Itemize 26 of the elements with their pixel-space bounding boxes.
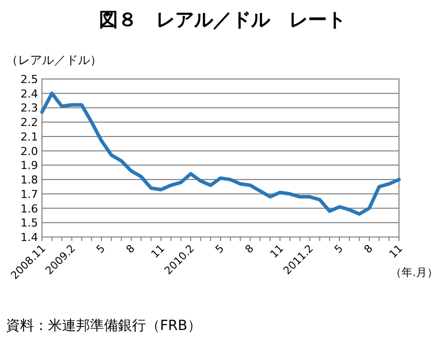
y-tick-label: 2.0 — [20, 144, 38, 158]
y-tick-label: 1.8 — [20, 174, 38, 187]
y-tick-label: 2.4 — [20, 87, 38, 100]
y-axis-title: （レアル／ドル） — [6, 53, 102, 67]
x-tick-label: 5 — [94, 242, 108, 256]
x-tick-label: 11 — [149, 242, 168, 261]
x-tick-label: 5 — [213, 242, 227, 256]
y-tick-label: 1.4 — [20, 231, 38, 244]
y-tick-label: 1.7 — [20, 188, 38, 201]
x-tick-label: 8 — [124, 242, 138, 256]
y-tick-label: 1.9 — [20, 159, 38, 172]
y-tick-label: 2.5 — [20, 73, 38, 86]
x-tick-label: 8 — [362, 242, 376, 256]
line-series — [40, 92, 401, 216]
y-tick-label: 2.2 — [20, 116, 38, 130]
y-tick-label: 1.6 — [20, 202, 38, 216]
x-tick-label: 5 — [332, 242, 346, 256]
y-tick-label: 1.5 — [20, 216, 38, 230]
y-tick-label: 2.1 — [20, 130, 38, 144]
chart-title: 図８ レアル／ドル レート — [99, 9, 346, 31]
x-axis-title: （年.月） — [390, 266, 438, 279]
x-tick-label: 11 — [387, 242, 406, 261]
x-tick-label: 11 — [268, 242, 286, 261]
x-tick-label: 8 — [243, 242, 256, 256]
y-tick-label: 2.3 — [20, 102, 38, 115]
text: 資料：米連邦準備銀行（FRB） — [6, 318, 202, 334]
